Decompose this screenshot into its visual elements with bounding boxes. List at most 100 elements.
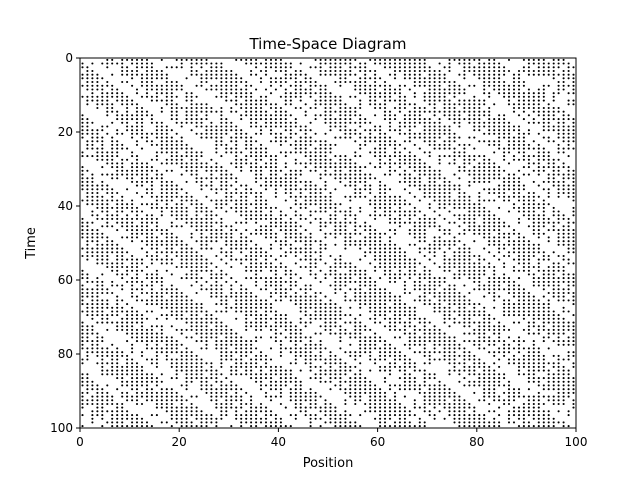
data-point xyxy=(215,265,218,269)
data-point xyxy=(433,191,436,195)
data-point xyxy=(488,62,491,65)
data-point xyxy=(180,173,183,176)
data-point xyxy=(255,214,258,217)
data-point xyxy=(205,69,208,73)
data-point xyxy=(264,314,268,317)
data-point xyxy=(547,229,550,232)
data-point xyxy=(264,317,268,320)
data-point xyxy=(478,69,481,73)
data-point xyxy=(131,169,134,172)
data-point xyxy=(379,140,382,143)
data-point xyxy=(458,199,461,202)
data-point xyxy=(329,99,332,102)
data-point xyxy=(309,295,312,298)
data-point xyxy=(319,314,322,317)
data-point xyxy=(448,295,451,298)
data-point xyxy=(131,173,134,176)
data-point xyxy=(428,217,431,220)
data-point xyxy=(438,328,441,331)
data-point xyxy=(165,236,168,239)
data-point xyxy=(344,158,347,161)
data-point xyxy=(517,258,521,261)
data-point xyxy=(190,314,193,317)
data-point xyxy=(537,88,540,91)
data-point xyxy=(215,66,218,69)
data-point xyxy=(255,73,258,76)
data-point xyxy=(448,143,451,146)
data-point xyxy=(259,254,263,258)
data-point xyxy=(359,328,362,331)
data-point xyxy=(250,140,253,143)
data-point xyxy=(131,258,134,261)
data-point xyxy=(215,277,218,280)
data-point xyxy=(150,273,153,276)
data-point xyxy=(503,199,506,202)
data-point xyxy=(274,132,277,135)
data-point xyxy=(557,214,560,217)
data-point xyxy=(220,273,223,276)
data-point xyxy=(145,254,149,258)
data-point xyxy=(160,258,163,261)
data-point xyxy=(86,291,89,295)
data-point xyxy=(225,180,228,183)
data-point xyxy=(403,125,406,128)
data-point xyxy=(512,77,516,80)
data-point xyxy=(250,58,253,61)
data-point xyxy=(418,280,421,283)
data-point xyxy=(205,110,208,113)
data-point xyxy=(190,110,193,113)
data-point xyxy=(245,303,248,306)
data-point xyxy=(572,325,575,328)
data-point xyxy=(200,110,203,113)
data-point xyxy=(433,288,436,291)
data-point xyxy=(478,58,481,61)
data-point xyxy=(96,77,99,80)
data-point xyxy=(572,210,575,213)
data-point xyxy=(215,162,218,165)
data-point xyxy=(359,332,362,335)
data-point xyxy=(135,162,139,165)
data-point xyxy=(488,169,491,172)
data-point xyxy=(264,299,268,302)
data-point xyxy=(279,284,282,287)
data-point xyxy=(473,121,476,124)
data-point xyxy=(160,191,163,195)
data-point xyxy=(453,80,456,84)
data-point xyxy=(314,166,317,169)
data-point xyxy=(210,73,213,76)
data-point xyxy=(81,169,84,172)
data-point xyxy=(155,84,158,87)
data-point xyxy=(379,199,382,202)
data-point xyxy=(507,225,511,228)
data-point xyxy=(101,284,104,287)
data-point xyxy=(220,225,223,228)
data-point xyxy=(150,277,153,280)
data-point xyxy=(170,251,173,254)
data-point xyxy=(319,99,322,102)
data-point xyxy=(532,106,535,110)
data-point xyxy=(423,240,426,243)
data-point xyxy=(160,121,163,124)
data-point xyxy=(81,180,84,183)
data-point xyxy=(220,118,223,121)
data-point xyxy=(498,321,501,324)
data-point xyxy=(180,166,183,169)
data-point xyxy=(443,103,446,106)
data-point xyxy=(403,203,406,206)
data-point xyxy=(433,284,436,287)
data-point xyxy=(567,129,570,132)
data-point xyxy=(230,284,233,287)
data-point xyxy=(284,243,287,246)
data-point xyxy=(205,169,208,172)
data-point xyxy=(567,66,570,69)
data-point xyxy=(309,203,312,206)
data-point xyxy=(453,321,456,324)
data-point xyxy=(210,328,213,331)
data-point xyxy=(235,95,238,98)
data-point xyxy=(220,221,223,224)
data-point xyxy=(126,217,129,220)
data-point xyxy=(160,147,163,150)
data-point xyxy=(413,265,416,269)
data-point xyxy=(453,258,456,261)
data-point xyxy=(344,136,347,139)
